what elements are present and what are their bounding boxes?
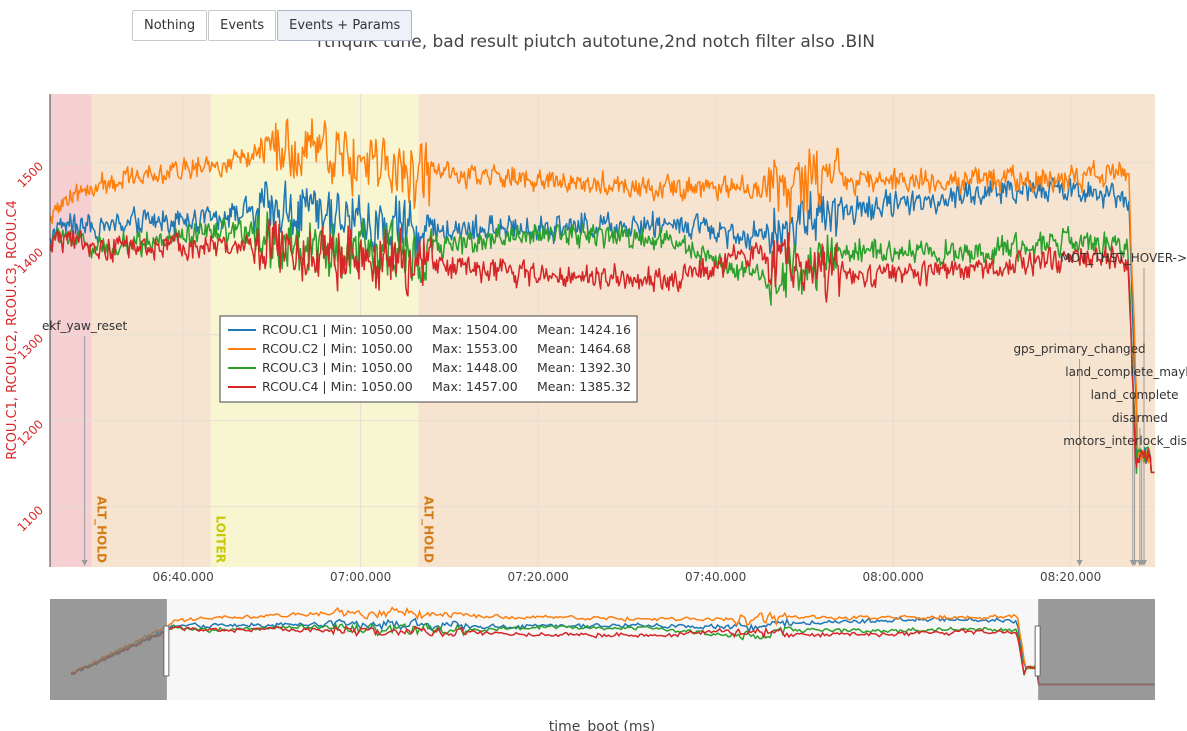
event-arrow	[1076, 560, 1083, 566]
slider-handle-left[interactable]	[163, 625, 170, 677]
param-arrow	[1141, 560, 1147, 566]
events-params-button[interactable]: Events + Params	[277, 10, 413, 41]
legend-entry-label: RCOU.C2 | Min: 1050.00	[262, 341, 413, 356]
event-labels: ekf_yaw_reset gps_primary_changed land_com…	[42, 251, 1187, 448]
slider-series-rcou-c4	[70, 624, 1155, 686]
event-label: motors_interlock_disabled	[1063, 434, 1187, 448]
legend-entry-max: Max: 1553.00	[432, 341, 518, 356]
event-label: land_complete_maybe	[1065, 365, 1187, 379]
event-label: gps_primary_changed	[1013, 342, 1145, 356]
legend: RCOU.C1 | Min: 1050.00 Max: 1504.00 Mean: …	[219, 315, 638, 403]
event-mode-toolbar: Nothing Events Events + Params	[132, 10, 413, 41]
mode-label: LOITER	[214, 515, 228, 563]
event-markers	[81, 268, 1147, 566]
mode-label: ALT_HOLD	[420, 496, 435, 563]
legend-box	[219, 315, 638, 403]
nothing-button[interactable]: Nothing	[132, 10, 208, 41]
mode-label: ALT_HOLD	[94, 496, 109, 563]
x-axis-title: time_boot (ms)	[549, 719, 655, 731]
slider-background	[50, 599, 1155, 700]
slider-mask-right	[1038, 599, 1155, 700]
event-arrow	[1131, 560, 1138, 566]
y-tick-label: 1500	[15, 159, 46, 190]
chart-title: rthquik tune, bad result piutch autotune…	[317, 32, 875, 52]
slider-series-rcou-c3	[70, 621, 1155, 686]
x-tick-label: 06:40.000	[152, 570, 213, 584]
legend-entry-max: Max: 1448.00	[432, 360, 518, 375]
param-label: MOT_THST_HOVER->	[1060, 251, 1187, 265]
series-line-rcou-c2	[49, 118, 1155, 474]
legend-entry-mean: Mean: 1464.68	[537, 341, 631, 356]
legend-entry-label: RCOU.C4 | Min: 1050.00	[262, 379, 413, 394]
legend-entry-max: Max: 1457.00	[432, 379, 518, 394]
event-label: disarmed	[1112, 411, 1168, 425]
slider-series-rcou-c2	[70, 606, 1155, 686]
y-axis-title: RCOU.C1, RCOU.C2, RCOU.C3, RCOU.C4	[5, 200, 20, 460]
event-arrow	[81, 560, 88, 566]
legend-entry-max: Max: 1504.00	[432, 322, 518, 337]
main-plot-series	[49, 118, 1155, 474]
legend-entry-mean: Mean: 1392.30	[537, 360, 631, 375]
legend-entry-label: RCOU.C1 | Min: 1050.00	[262, 322, 413, 337]
slider-series-rcou-c1	[70, 616, 1155, 686]
slider-mask-left	[50, 599, 167, 700]
x-tick-label: 07:40.000	[685, 570, 746, 584]
flight-mode-labels: ALT_HOLD LOITER ALT_HOLD	[94, 496, 436, 563]
legend-entry-mean: Mean: 1424.16	[537, 322, 631, 337]
event-label: land_complete	[1091, 388, 1179, 402]
y-tick-label: 1100	[15, 503, 46, 534]
legend-entry-label: RCOU.C3 | Min: 1050.00	[262, 360, 413, 375]
event-label: ekf_yaw_reset	[42, 319, 128, 333]
x-tick-label: 07:00.000	[330, 570, 391, 584]
series-line-rcou-c3	[49, 211, 1155, 474]
events-button[interactable]: Events	[208, 10, 277, 41]
series-line-rcou-c1	[49, 177, 1155, 474]
series-line-rcou-c4	[49, 218, 1155, 474]
x-tick-label: 08:20.000	[1040, 570, 1101, 584]
legend-entry-mean: Mean: 1385.32	[537, 379, 631, 394]
slider-handle-right[interactable]	[1034, 625, 1041, 677]
range-slider[interactable]	[50, 599, 1155, 700]
x-tick-label: 07:20.000	[507, 570, 568, 584]
x-tick-label: 08:00.000	[863, 570, 924, 584]
